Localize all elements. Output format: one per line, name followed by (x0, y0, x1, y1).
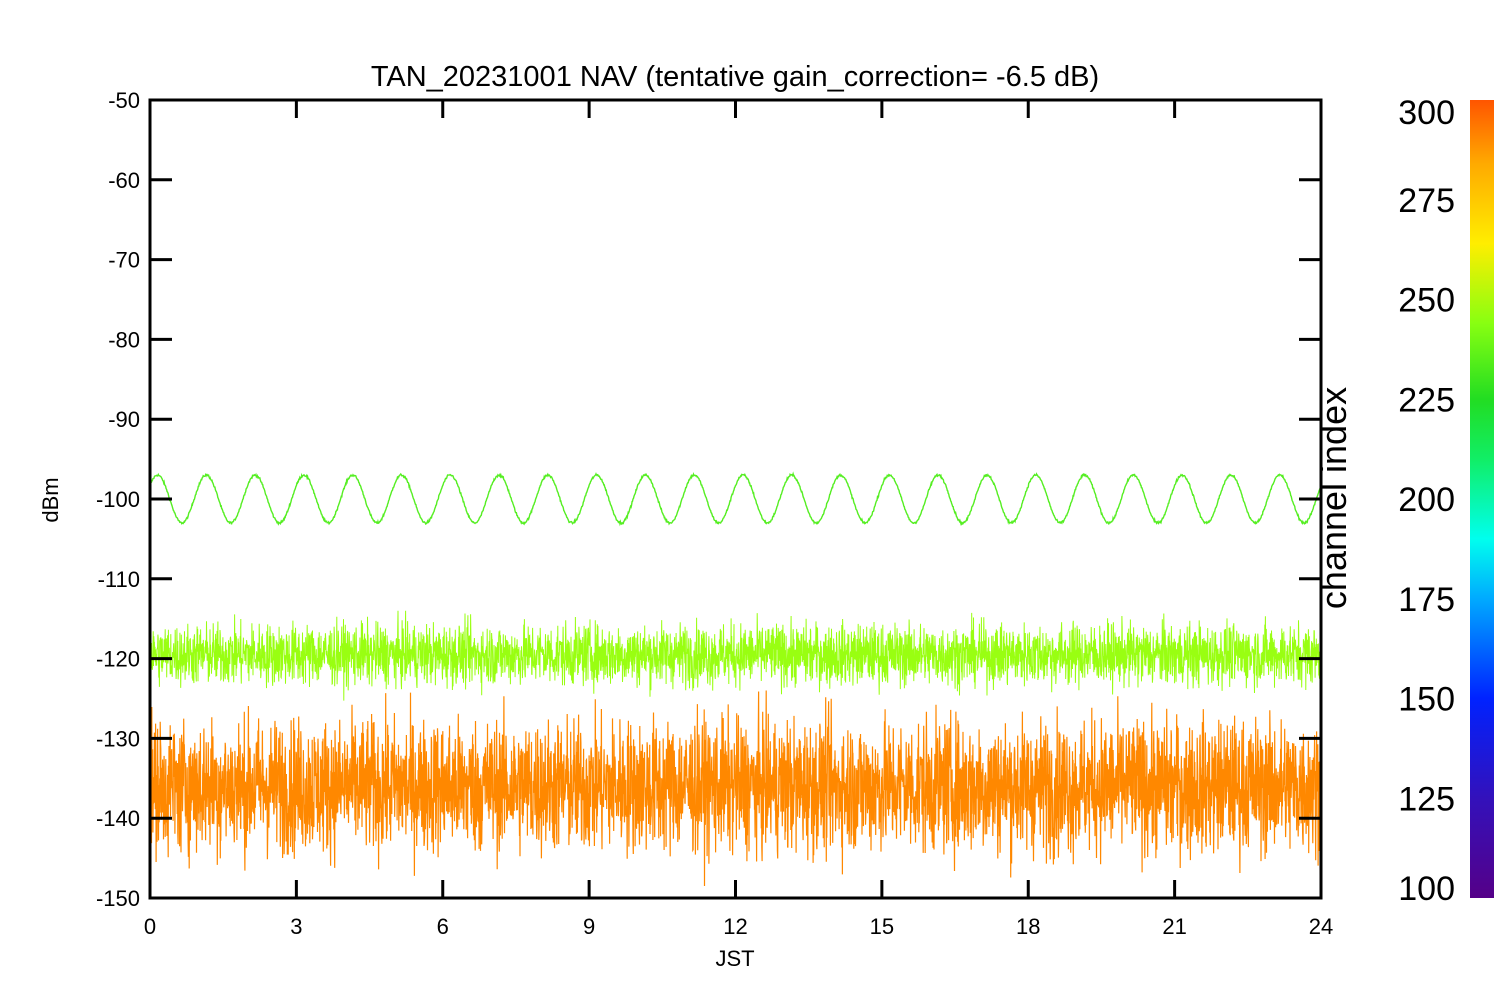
series-line (150, 471, 1321, 527)
x-axis: 0 3 6 9 12 15 18 21 24 (144, 100, 1333, 939)
colorbar-tick-label: 200 (1398, 481, 1455, 519)
y-tick-label: -80 (108, 327, 140, 352)
series-channel-240 (150, 471, 1321, 527)
y-tick-label: -150 (96, 886, 140, 911)
x-tick-label: 21 (1162, 914, 1186, 939)
y-tick-label: -120 (96, 647, 140, 672)
chart-title: TAN_20231001 NAV (tentative gain_correct… (371, 61, 1099, 93)
y-tick-label: -130 (96, 726, 140, 751)
y-tick-label: -140 (96, 806, 140, 831)
y-tick-label: -60 (108, 168, 140, 193)
series-channel-260 (150, 610, 1321, 701)
x-tick-label: 9 (583, 914, 595, 939)
x-tick-label: 12 (723, 914, 747, 939)
colorbar-tick-label: 175 (1398, 581, 1455, 619)
x-tick-label: 24 (1309, 914, 1333, 939)
y-tick-label: -70 (108, 248, 140, 273)
x-tick-label: 3 (290, 914, 302, 939)
x-tick-label: 18 (1016, 914, 1040, 939)
x-tick-label: 6 (437, 914, 449, 939)
colorbar-tick-label: 250 (1398, 282, 1455, 320)
colorbar-tick-label: 275 (1398, 182, 1455, 220)
x-axis-title: JST (715, 946, 754, 971)
colorbar-tick-label: 225 (1398, 381, 1455, 419)
series-channel-285 (150, 690, 1321, 887)
colorbar-tick-label: 150 (1398, 681, 1455, 719)
colorbar-tick-label: 125 (1398, 780, 1455, 818)
plot-area (150, 471, 1321, 887)
y-tick-label: -90 (108, 407, 140, 432)
x-tick-label: 15 (870, 914, 894, 939)
series-line (150, 610, 1321, 701)
colorbar-tick-label: 100 (1398, 870, 1455, 908)
y-tick-label: -100 (96, 487, 140, 512)
colorbar-title: channel index (1313, 387, 1354, 609)
y-axis: -50 -60 -70 -80 -90 -100 -110 -120 -130 -140 -150 (96, 88, 1321, 911)
x-tick-label: 0 (144, 914, 156, 939)
y-tick-label: -50 (108, 88, 140, 113)
colorbar-axis: 300 275 250 225 200 175 150 125 100 (1398, 94, 1455, 908)
series-line (150, 690, 1321, 887)
y-tick-label: -110 (98, 567, 140, 592)
colorbar-tick-label: 300 (1398, 94, 1455, 132)
colorbar (1470, 100, 1494, 898)
y-axis-title: dBm (38, 477, 63, 522)
